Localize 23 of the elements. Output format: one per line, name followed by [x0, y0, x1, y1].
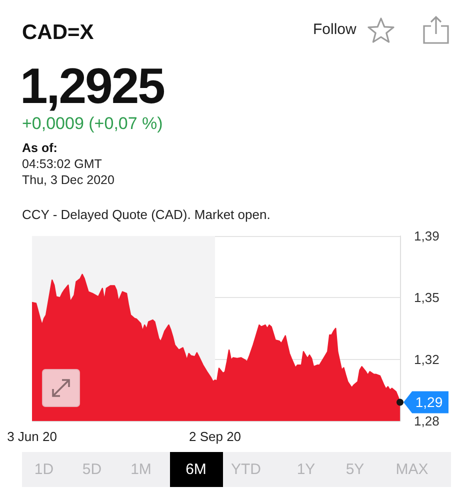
- text: CCY - Delayed Quote (CAD). Market open.: [22, 207, 270, 223]
- text: 5D: [81, 460, 103, 480]
- x-tick-label: 2 Sep 20: [188, 429, 242, 444]
- text: Follow: [313, 21, 356, 39]
- y-tick-label: 1,28: [414, 414, 440, 428]
- text: MAX: [394, 460, 430, 480]
- text: +0,0009 (+0,07 %): [22, 114, 163, 134]
- text: 1Y: [296, 460, 316, 480]
- text: As of:: [22, 141, 58, 156]
- text: 5Y: [344, 460, 366, 480]
- y-tick-label: 1,35: [414, 290, 440, 306]
- text: YTD: [230, 460, 262, 480]
- chart-subtitle: 1,2925: [20, 58, 164, 114]
- text: 6M: [170, 452, 222, 487]
- x-tick-label: 3 Jun 20: [7, 429, 57, 444]
- chart-title: CAD=X: [22, 21, 94, 45]
- annotation: 1,29: [415, 394, 443, 410]
- text: Thu, 3 Dec 2020: [22, 173, 114, 188]
- text: 04:53:02 GMT: [22, 157, 102, 172]
- y-tick-label: 1,39: [414, 228, 440, 244]
- text: 1M: [130, 460, 152, 480]
- text: 1D: [33, 460, 55, 480]
- y-tick-label: 1,32: [414, 352, 440, 367]
